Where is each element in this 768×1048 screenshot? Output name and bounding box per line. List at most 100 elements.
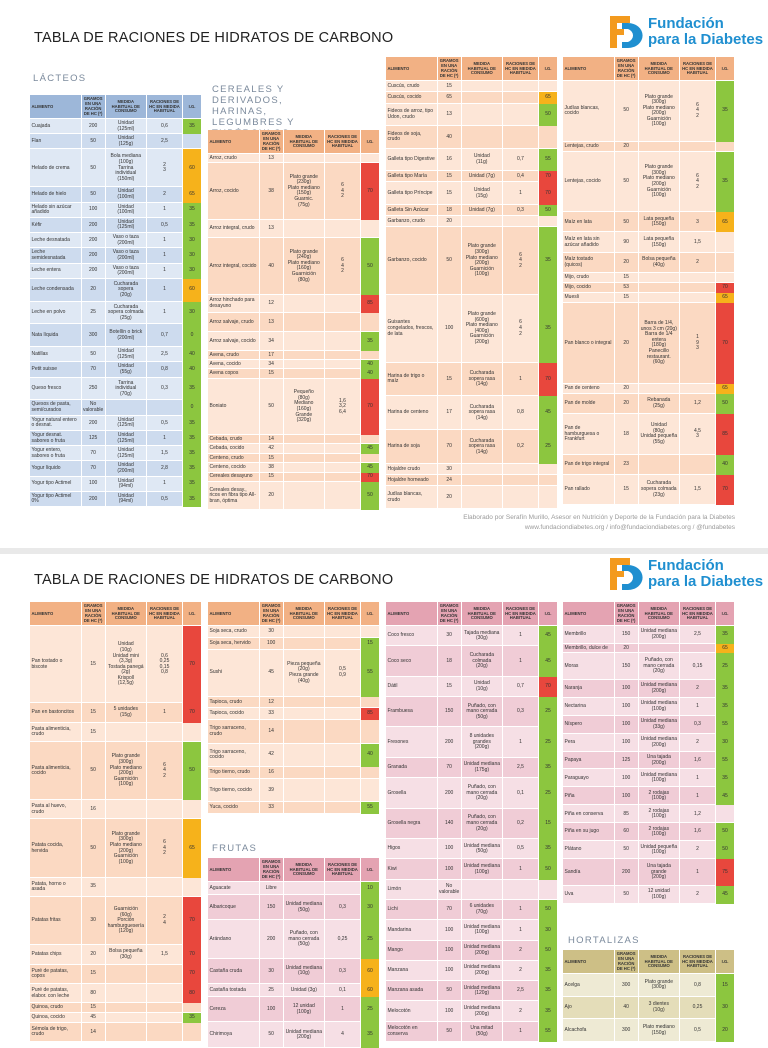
food-name: Higos: [386, 839, 438, 860]
grams: 80: [82, 983, 106, 1004]
measure: [284, 294, 325, 314]
measure: [284, 332, 325, 351]
portions: 0,7: [503, 676, 540, 697]
grams: 42: [260, 743, 284, 767]
portions: 6 4 2: [325, 238, 362, 295]
portions: [503, 463, 540, 476]
table-row: Tapioca, cocido 33 85: [208, 708, 380, 720]
glycemic-index: 40: [361, 369, 380, 379]
grams: 50: [615, 81, 639, 142]
measure: Pequeño (80g) Mediano (160g) Grande (320…: [284, 378, 325, 436]
table-row: Helado sin azúcar añadido 100 Unidad (100m…: [30, 202, 202, 218]
food-name: Paraguayo: [563, 769, 615, 788]
section-title: HORTALIZAS: [568, 935, 640, 946]
food-name: Centeno, crudo: [208, 453, 260, 464]
food-name: Leche condensada: [30, 278, 82, 302]
header-cell: I.G.: [716, 602, 735, 626]
glycemic-index: 25: [539, 778, 558, 809]
grams: 50: [260, 378, 284, 436]
measure: Una tajada grande (200g): [639, 859, 680, 887]
measure: Unidad mediana (120g): [462, 981, 503, 1002]
food-name: Harina de soja: [386, 430, 438, 464]
portions: [325, 626, 362, 638]
table-row: Muesli 15 65: [563, 293, 735, 304]
glycemic-index: 45: [539, 626, 558, 647]
portions: 1: [503, 1021, 540, 1042]
table-row: Judías blancas, crudo 20: [386, 486, 558, 509]
portions: 2: [680, 679, 717, 698]
glycemic-index: [361, 720, 380, 744]
measure: Cucharada sopera rasa (14g): [462, 396, 503, 431]
portions: 2: [680, 733, 717, 752]
food-name: Helado de crema: [30, 149, 82, 188]
portions: [680, 454, 717, 475]
measure: Unidad (125g): [106, 134, 147, 150]
grams: 140: [438, 808, 462, 840]
glycemic-index: 40: [361, 743, 380, 767]
glycemic-index: 30: [716, 996, 735, 1020]
measure: [639, 383, 680, 394]
glycemic-index: 40: [183, 347, 202, 363]
table-row: Helado de hielo 50 Unidad (100ml) 2 65: [30, 187, 202, 203]
portions: [147, 964, 184, 984]
glycemic-index: 50: [716, 841, 735, 860]
page-title: TABLA DE RACIONES DE HIDRATOS DE CARBONO: [34, 572, 394, 588]
header-cell: RACIONES DE HC EN MEDIDA HABITUAL: [147, 602, 184, 626]
table-row: Trigo sarraceno, crudo 14: [208, 720, 380, 744]
food-name: Mijo, crudo: [563, 272, 615, 283]
table-row: Soja seca, hervido 100 15: [208, 637, 380, 650]
portions: 1: [147, 430, 184, 447]
grams: 25: [82, 301, 106, 325]
glycemic-index: [361, 626, 380, 638]
grams: 40: [438, 126, 462, 149]
portions: 1,6 3,2 6,4: [325, 378, 362, 436]
measure: Guarnición (60g) Porción hamburguesería …: [106, 896, 147, 946]
table-row: Avena copos 15 40: [208, 369, 380, 379]
portions: 2,5: [147, 134, 184, 150]
table-row: Galleta tipo Digestive 16 Unidad (11g) 0,7 5…: [386, 148, 558, 172]
table-row: Pan de trigo integral 23 40: [563, 454, 735, 475]
table-row: Lichi 70 6 unidades (70g) 1 50: [386, 899, 558, 921]
food-name: Cuscús, cocido: [386, 92, 438, 104]
grams: 200: [82, 248, 106, 264]
portions: 1: [680, 769, 717, 788]
glycemic-index: 45: [716, 886, 735, 904]
glycemic-index: [539, 879, 558, 900]
portions: [680, 141, 717, 152]
table-header: ALIMENTO GRAMOS EN UNA RACIÓN DE HC (*) ME…: [208, 858, 380, 882]
food-name: Membrillo, dulce de: [563, 643, 615, 653]
food-name: Maíz en lata: [563, 212, 615, 233]
glycemic-index: 70: [539, 676, 558, 697]
portions: [503, 475, 540, 487]
grams: 20: [438, 216, 462, 228]
glycemic-index: 25: [361, 920, 380, 959]
food-name: Lentejas, cocido: [563, 151, 615, 213]
food-name: Galleta tipo Príncipe: [386, 182, 438, 205]
measure: [106, 1012, 147, 1023]
grams: 200: [82, 119, 106, 135]
grams: 20: [615, 643, 639, 653]
table-row: Soja seca, crudo 30: [208, 626, 380, 638]
grams: 16: [438, 148, 462, 172]
portions: 2: [680, 252, 717, 273]
grams: 14: [260, 720, 284, 744]
food-table: ALIMENTO GRAMOS EN UNA RACIÓN DE HC (*) ME…: [208, 130, 380, 510]
food-name: Mijo, cocido: [563, 282, 615, 293]
portions: 2: [680, 886, 717, 904]
glycemic-index: 30: [183, 301, 202, 325]
measure: [106, 400, 147, 416]
grams: 15: [82, 1003, 106, 1013]
measure: [462, 81, 503, 93]
grams: 50: [82, 347, 106, 363]
glycemic-index: 35: [716, 679, 735, 698]
food-name: Ajo: [563, 996, 615, 1020]
food-name: Pan de centeno: [563, 383, 615, 394]
grams: 50: [82, 149, 106, 188]
portions: [147, 1022, 184, 1042]
grams: 100: [260, 637, 284, 650]
food-name: Coco seco: [386, 646, 438, 677]
glycemic-index: 50: [539, 859, 558, 880]
grams: 17: [438, 396, 462, 431]
food-name: Patatas chips: [30, 945, 82, 965]
glycemic-index: 35: [716, 626, 735, 644]
